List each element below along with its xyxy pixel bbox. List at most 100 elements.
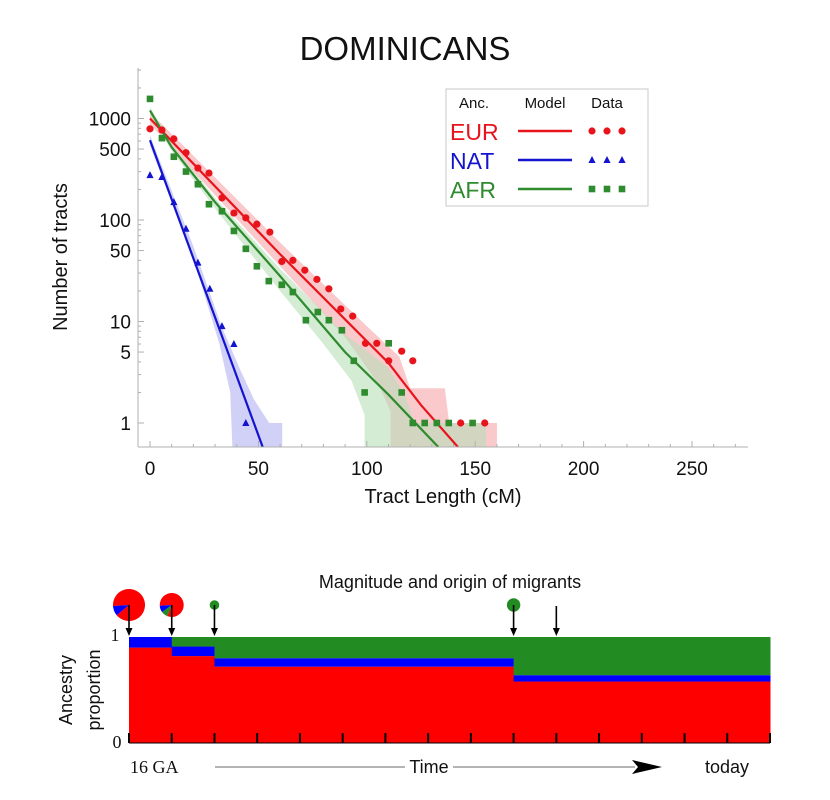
legend-header-data: Data	[591, 95, 623, 112]
data-point-nat	[170, 198, 178, 206]
data-point-afr	[421, 419, 428, 427]
segment-nat	[513, 675, 771, 682]
data-point-afr	[218, 207, 226, 215]
segment-afr	[171, 637, 215, 647]
y-tick-label: 100	[99, 211, 131, 232]
x-tick-label: 200	[568, 459, 600, 480]
data-point-eur	[230, 209, 238, 217]
data-point-afr	[289, 288, 297, 296]
legend-label-nat: NAT	[450, 148, 494, 174]
x-tick-label: 50	[248, 459, 269, 480]
x-tick-label: 0	[145, 459, 156, 480]
data-point-afr	[361, 389, 368, 396]
ancestry-timeline	[128, 637, 771, 744]
data-point-nat	[206, 284, 214, 292]
confidence-bands	[150, 106, 497, 448]
data-point-eur	[146, 125, 154, 133]
x-tick-label: 100	[351, 459, 383, 480]
pie-slice-afr	[162, 605, 172, 617]
data-point-afr	[398, 389, 406, 396]
timeline-title: Magnitude and origin of migrants	[319, 572, 581, 592]
data-point-afr	[182, 168, 190, 175]
data-point-nat	[218, 322, 226, 330]
legend-marker-afr	[588, 185, 596, 193]
time-arrow-head-icon	[632, 760, 662, 774]
pie-slice-nat	[113, 605, 129, 616]
axes: 0 50 100 150 200 250 1 5 10 50 100 500 1000	[89, 68, 748, 480]
down-arrow-icon	[168, 628, 176, 636]
legend-marker-eur	[603, 127, 611, 135]
data-point-afr	[158, 134, 166, 142]
data-point-eur	[194, 164, 202, 172]
segment-eur	[129, 647, 173, 743]
data-point-afr	[302, 316, 310, 324]
legend-marker-afr	[618, 185, 626, 193]
y-tick-label: 5	[120, 343, 131, 364]
legend-label-afr: AFR	[450, 177, 496, 203]
y-tick-label: 1000	[89, 110, 131, 131]
legend-marker-eur	[618, 127, 626, 135]
data-point-eur	[481, 419, 489, 427]
data-point-eur	[337, 305, 345, 313]
data-point-eur	[325, 285, 333, 293]
segment-afr	[214, 637, 515, 659]
data-point-nat	[194, 258, 202, 266]
timeline-ytick-1: 1	[111, 625, 120, 645]
legend-box	[445, 88, 649, 207]
data-point-eur	[409, 357, 417, 365]
legend-marker-nat	[603, 156, 611, 163]
data-point-afr	[230, 227, 238, 235]
data-point-afr	[338, 326, 346, 334]
data-point-afr	[433, 419, 441, 427]
timeline-end-label: today	[705, 757, 749, 777]
migration-event	[552, 606, 560, 636]
data-point-eur	[253, 220, 261, 228]
x-tick-label: 250	[676, 459, 708, 480]
segment-eur	[171, 656, 215, 743]
data-point-afr	[194, 180, 202, 188]
segment-nat	[171, 646, 215, 657]
data-point-afr	[253, 262, 261, 270]
migration-event	[112, 589, 145, 636]
segment-eur	[214, 666, 515, 743]
data-point-eur	[457, 419, 465, 427]
model-line-nat	[148, 139, 264, 448]
segment-eur	[513, 681, 771, 743]
data-point-afr	[385, 339, 392, 347]
data-point-eur	[398, 347, 406, 355]
y-axis-label: Number of tracts	[50, 183, 72, 331]
legend-marker-eur	[588, 127, 596, 135]
legend-header-model: Model	[525, 95, 566, 112]
down-arrow-icon	[210, 628, 218, 636]
model-line-afr	[149, 109, 440, 448]
legend: Anc. Model Data EUR NAT AFR	[445, 88, 649, 207]
data-point-eur	[242, 214, 250, 222]
x-axis-label: Tract Length (cM)	[364, 486, 521, 508]
data-point-nat	[182, 224, 190, 232]
data-points	[146, 95, 489, 427]
time-axis-label: Time	[409, 757, 448, 777]
data-point-eur	[385, 357, 393, 365]
data-point-eur	[266, 228, 274, 236]
data-point-afr	[265, 277, 273, 285]
segment-nat	[129, 637, 173, 648]
data-point-afr	[314, 308, 322, 316]
y-tick-label: 500	[99, 140, 131, 161]
legend-header-anc: Anc.	[459, 95, 489, 112]
legend-marker-nat	[588, 156, 596, 163]
data-point-eur	[218, 194, 226, 202]
data-point-eur	[158, 126, 166, 134]
data-point-eur	[278, 257, 286, 266]
data-point-afr	[146, 95, 154, 103]
data-point-eur	[349, 312, 357, 320]
segment-afr	[513, 637, 771, 676]
data-point-afr	[242, 245, 250, 253]
legend-marker-nat	[618, 156, 626, 163]
x-tick-label: 150	[459, 459, 491, 480]
down-arrow-icon	[510, 628, 518, 636]
y-tick-label: 1	[120, 414, 131, 435]
data-point-nat	[230, 340, 238, 348]
timeline-ytick-0: 0	[113, 732, 122, 752]
data-point-afr	[469, 419, 476, 427]
